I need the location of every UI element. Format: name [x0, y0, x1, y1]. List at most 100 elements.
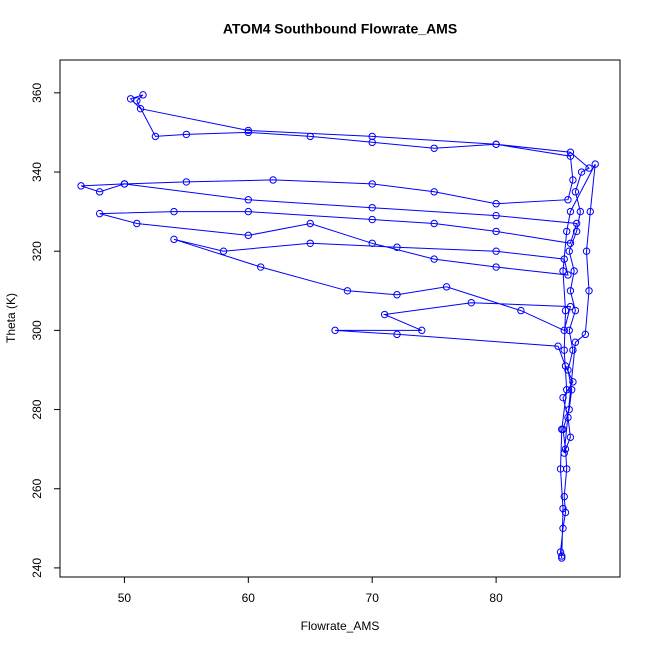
- point: [561, 306, 570, 315]
- point: [306, 219, 314, 228]
- point: [133, 219, 141, 228]
- point: [565, 405, 573, 414]
- point: [563, 227, 571, 236]
- point: [306, 132, 314, 141]
- x-tick-label: 80: [489, 591, 503, 605]
- point: [368, 180, 376, 188]
- point: [368, 239, 376, 247]
- point: [393, 243, 401, 251]
- point: [582, 247, 591, 255]
- point: [244, 231, 253, 240]
- point: [566, 287, 575, 295]
- point: [430, 219, 438, 228]
- point: [517, 306, 525, 315]
- y-tick-label: 300: [30, 320, 44, 340]
- point: [95, 209, 104, 218]
- point: [393, 330, 401, 339]
- point: [566, 207, 575, 216]
- point: [566, 433, 575, 441]
- point: [560, 255, 568, 263]
- point: [569, 176, 577, 184]
- point: [556, 548, 565, 556]
- point: [559, 504, 567, 513]
- point: [591, 160, 599, 168]
- point: [569, 346, 577, 354]
- point: [126, 95, 135, 103]
- point: [585, 287, 593, 295]
- point: [257, 263, 265, 271]
- point: [554, 342, 562, 350]
- point: [120, 180, 129, 188]
- point: [442, 283, 451, 291]
- point: [581, 330, 590, 339]
- y-tick-label: 320: [30, 241, 44, 261]
- point: [570, 267, 578, 275]
- point: [564, 271, 572, 279]
- point: [556, 465, 565, 473]
- point: [565, 326, 573, 335]
- y-axis-label: Theta (K): [4, 293, 18, 343]
- point: [566, 152, 575, 160]
- point: [571, 338, 580, 346]
- y-tick-label: 240: [30, 558, 44, 578]
- point: [571, 188, 580, 196]
- point: [560, 492, 568, 501]
- y-tick-label: 260: [30, 478, 44, 498]
- x-tick-label: 70: [366, 591, 380, 605]
- point: [368, 203, 376, 212]
- point: [380, 310, 389, 319]
- y-tick-label: 340: [30, 162, 44, 182]
- point: [343, 287, 352, 295]
- point: [566, 302, 575, 311]
- point: [564, 366, 572, 374]
- point: [170, 207, 178, 216]
- point: [586, 207, 594, 216]
- point: [430, 188, 438, 196]
- point: [558, 425, 566, 434]
- point: [182, 130, 191, 139]
- point: [467, 298, 476, 307]
- point: [170, 235, 178, 244]
- point: [269, 176, 277, 184]
- point: [244, 207, 253, 216]
- point: [559, 524, 567, 533]
- point: [492, 211, 500, 220]
- point: [430, 144, 438, 152]
- point: [492, 247, 500, 255]
- point: [139, 91, 147, 99]
- plot-frame: [59, 59, 621, 578]
- point: [566, 239, 575, 247]
- point: [564, 413, 572, 422]
- point: [418, 326, 426, 335]
- point: [561, 362, 570, 370]
- point: [559, 267, 567, 275]
- point: [244, 126, 253, 135]
- point: [331, 326, 339, 335]
- point: [244, 128, 253, 137]
- point: [95, 188, 104, 196]
- point: [561, 445, 570, 453]
- point: [577, 168, 586, 176]
- x-axis-label: Flowrate_AMS: [301, 619, 380, 633]
- point: [182, 178, 191, 186]
- point: [567, 386, 576, 394]
- point: [558, 552, 566, 560]
- point: [306, 239, 314, 247]
- point: [560, 326, 568, 335]
- point: [569, 378, 577, 386]
- point: [566, 148, 575, 156]
- point: [430, 255, 438, 263]
- point: [492, 140, 500, 149]
- chart-title: ATOM4 Southbound Flowrate_AMS: [223, 21, 457, 37]
- point: [564, 196, 572, 204]
- point: [136, 104, 145, 113]
- x-tick-label: 60: [242, 591, 256, 605]
- point: [219, 247, 228, 255]
- point: [572, 227, 581, 236]
- point: [492, 227, 500, 236]
- point: [492, 263, 500, 271]
- point: [559, 393, 567, 402]
- point: [393, 291, 401, 299]
- x-tick-label: 50: [118, 591, 132, 605]
